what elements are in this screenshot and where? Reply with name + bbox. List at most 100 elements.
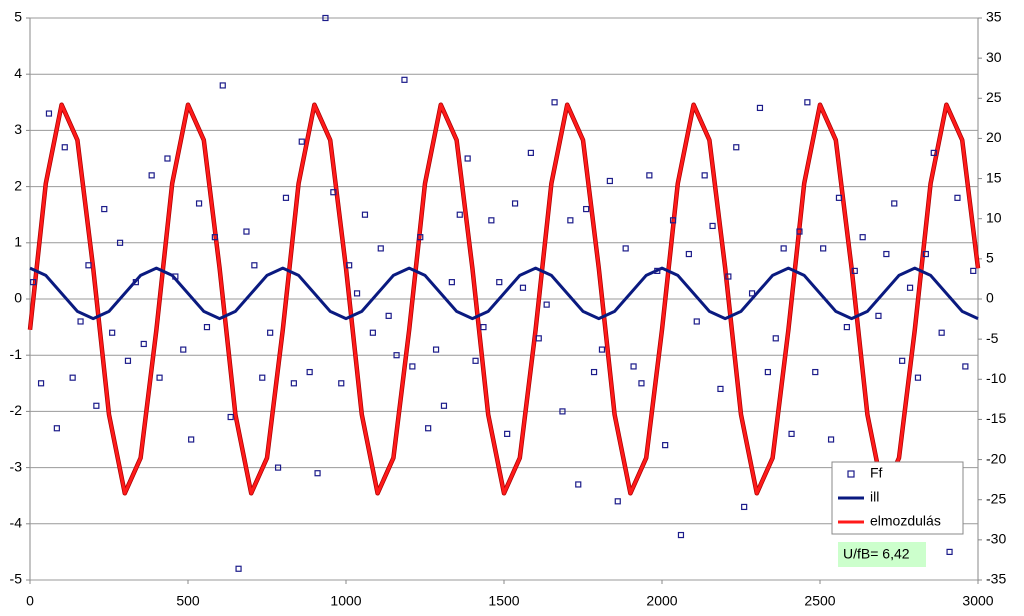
- y2-tick-label: 0: [986, 290, 994, 306]
- scatter-point: [290, 380, 297, 387]
- legend-label: Ff: [870, 465, 883, 481]
- scatter-point: [124, 357, 132, 364]
- x-tick-label: 3000: [962, 593, 993, 609]
- y-tick-label: -1: [10, 346, 23, 362]
- scatter-point: [677, 531, 685, 539]
- scatter-point: [851, 267, 858, 274]
- scatter-point: [93, 402, 100, 409]
- scatter-point: [338, 380, 345, 387]
- scatter-point: [519, 284, 527, 291]
- scatter-point: [409, 363, 416, 370]
- y2-tick-label: 35: [986, 9, 1002, 25]
- scatter-point: [417, 234, 424, 241]
- scatter-point: [638, 380, 645, 387]
- y2-tick-label: 5: [986, 250, 994, 266]
- scatter-point: [235, 565, 242, 572]
- scatter-point: [970, 267, 977, 274]
- scatter-point: [346, 262, 353, 269]
- y-tick-label: -5: [10, 571, 23, 587]
- y-tick-label: 3: [14, 121, 22, 137]
- scatter-point: [140, 340, 147, 348]
- scatter-point: [440, 402, 448, 409]
- legend-label: ill: [870, 489, 879, 505]
- scatter-point: [480, 324, 487, 331]
- scatter-point: [559, 408, 566, 415]
- scatter-point: [733, 144, 740, 151]
- scatter-point: [543, 301, 550, 308]
- scatter-point: [669, 217, 677, 224]
- scatter-point: [227, 413, 234, 421]
- y2-tick-label: 20: [986, 129, 1002, 145]
- scatter-point: [251, 262, 258, 269]
- scatter-point: [954, 194, 961, 201]
- annotation-box: [838, 542, 926, 567]
- scatter-point: [922, 250, 929, 258]
- y2-tick-label: -25: [986, 490, 1006, 506]
- scatter-point: [598, 346, 606, 353]
- scatter-point: [780, 245, 787, 252]
- scatter-point: [425, 425, 432, 432]
- scatter-point: [812, 368, 819, 376]
- scatter-point: [377, 245, 384, 252]
- scatter-point: [361, 211, 369, 218]
- scatter-point: [472, 357, 479, 364]
- y2-tick-label: -15: [986, 410, 1006, 426]
- scatter-point: [488, 217, 495, 224]
- scatter-point: [314, 470, 321, 477]
- scatter-point: [464, 155, 471, 162]
- scatter-point: [551, 99, 558, 106]
- scatter-point: [962, 363, 969, 370]
- scatter-point: [164, 155, 171, 162]
- scatter-point: [116, 239, 124, 246]
- scatter-point: [156, 374, 163, 381]
- scatter-point: [741, 503, 748, 511]
- scatter-point: [527, 149, 534, 156]
- scatter-point: [875, 312, 882, 319]
- scatter-point: [77, 318, 84, 325]
- scatter-point: [306, 368, 313, 376]
- scatter-point: [203, 324, 211, 331]
- scatter-point: [930, 149, 937, 156]
- x-tick-label: 1500: [488, 593, 519, 609]
- y2-tick-label: 25: [986, 89, 1002, 105]
- scatter-point: [30, 279, 37, 286]
- scatter-point: [101, 205, 108, 213]
- y2-tick-label: 15: [986, 169, 1002, 185]
- y-tick-label: 5: [14, 9, 22, 25]
- y2-tick-label: -30: [986, 531, 1006, 547]
- scatter-point: [614, 498, 621, 505]
- scatter-point: [756, 104, 764, 112]
- scatter-point: [267, 329, 274, 336]
- y2-tick-label: -20: [986, 450, 1006, 466]
- x-tick-label: 2000: [646, 593, 677, 609]
- annotation: U/fB= 6,42: [843, 546, 910, 562]
- scatter-point: [504, 430, 511, 437]
- scatter-point: [662, 442, 669, 449]
- scatter-point: [195, 200, 203, 207]
- scatter-point: [693, 318, 700, 325]
- scatter-point: [274, 464, 282, 471]
- y-tick-label: 4: [14, 65, 22, 81]
- scatter-point: [53, 425, 60, 432]
- x-tick-label: 500: [176, 593, 200, 609]
- scatter-point: [448, 279, 455, 286]
- scatter-point: [685, 250, 692, 258]
- line: [28, 103, 980, 495]
- scatter-point: [535, 335, 542, 342]
- scatter-point: [511, 200, 519, 207]
- scatter-point: [322, 14, 329, 22]
- scatter-point: [353, 290, 361, 297]
- x-tick-label: 0: [26, 593, 34, 609]
- scatter-point: [891, 200, 898, 207]
- y-tick-label: -2: [10, 402, 23, 418]
- scatter-point: [45, 110, 53, 117]
- scatter-point: [575, 481, 582, 488]
- scatter-point: [796, 228, 803, 235]
- scatter-point: [298, 138, 305, 145]
- scatter-point: [85, 262, 92, 269]
- scatter-point: [804, 99, 811, 106]
- legend-label: elmozdulás: [870, 513, 941, 529]
- scatter-point: [788, 430, 795, 437]
- y-tick-label: -4: [10, 515, 23, 531]
